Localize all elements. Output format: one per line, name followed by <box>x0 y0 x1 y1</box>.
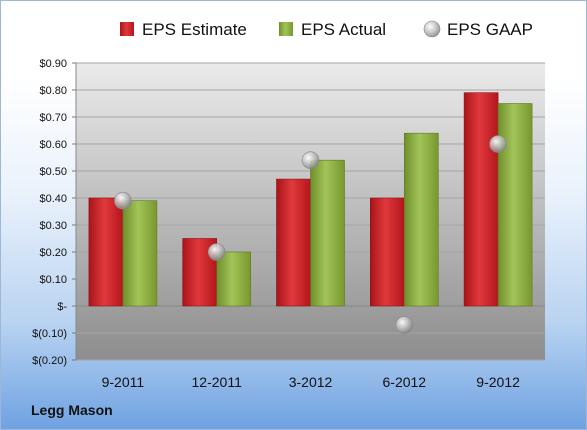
bar-eps-estimate <box>369 197 405 307</box>
legend-label: EPS Estimate <box>142 20 247 39</box>
legend-swatch <box>279 22 293 36</box>
y-tick-label: $0.90 <box>39 58 67 70</box>
x-category-label: 9-2012 <box>476 374 520 390</box>
marker-eps-gaap <box>395 316 414 334</box>
x-category-label: 6-2012 <box>383 374 427 390</box>
y-tick-label: $0.60 <box>39 139 67 151</box>
bar-eps-estimate <box>88 197 124 307</box>
y-tick-label: $(0.20) <box>32 355 67 367</box>
bar-eps-actual <box>122 200 158 307</box>
bar-eps-actual <box>497 103 533 307</box>
y-tick-label: $0.40 <box>39 193 67 205</box>
bar-eps-actual <box>403 132 439 307</box>
legend-label: EPS Actual <box>301 20 386 39</box>
company-name: Legg Mason <box>31 402 113 418</box>
x-category-label: 3-2012 <box>289 374 333 390</box>
bar-eps-estimate <box>276 178 311 307</box>
marker-eps-gaap <box>301 151 320 169</box>
y-tick-label: $0.10 <box>39 274 67 286</box>
bar-eps-actual <box>310 159 345 307</box>
y-tick-label: $0.20 <box>39 247 67 259</box>
bar-eps-estimate <box>463 92 499 307</box>
legend: EPS Estimate EPS Actual EPS GAAP <box>120 20 533 39</box>
marker-eps-gaap <box>207 243 226 261</box>
bar-eps-actual <box>216 251 251 307</box>
y-tick-label: $(0.10) <box>32 328 67 340</box>
legend-swatch <box>423 20 441 38</box>
y-tick-label: $- <box>57 301 67 313</box>
x-category-label: 9-2011 <box>102 374 145 390</box>
marker-eps-gaap <box>114 191 132 210</box>
y-tick-label: $0.30 <box>39 220 67 232</box>
y-tick-label: $0.70 <box>39 112 67 124</box>
legend-swatch <box>120 22 134 36</box>
x-category-label: 12-2011 <box>192 374 243 390</box>
y-tick-label: $0.50 <box>39 166 67 178</box>
plot-area: $0.90 $0.80 $0.70 $0.60 $0.50 $0.40 $0.30 $0.20… <box>32 58 545 390</box>
y-tick-label: $0.80 <box>39 85 67 97</box>
marker-eps-gaap <box>489 135 507 153</box>
legend-label: EPS GAAP <box>447 20 533 39</box>
